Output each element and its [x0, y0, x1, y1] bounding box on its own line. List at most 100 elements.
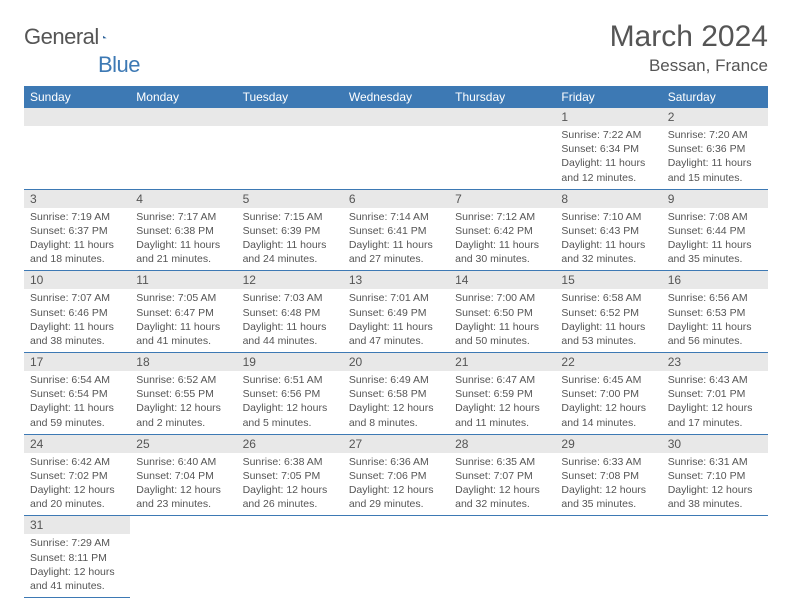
- day-number: 23: [662, 353, 768, 371]
- day-number: 24: [24, 435, 130, 453]
- day-details: Sunrise: 6:51 AMSunset: 6:56 PMDaylight:…: [237, 371, 343, 434]
- day-details: Sunrise: 7:29 AMSunset: 8:11 PMDaylight:…: [24, 534, 130, 597]
- day-number: 4: [130, 190, 236, 208]
- day-number: 22: [555, 353, 661, 371]
- calendar-cell: 5Sunrise: 7:15 AMSunset: 6:39 PMDaylight…: [237, 189, 343, 271]
- weekday-header: Wednesday: [343, 86, 449, 108]
- weekday-header-row: Sunday Monday Tuesday Wednesday Thursday…: [24, 86, 768, 108]
- day-details: Sunrise: 6:33 AMSunset: 7:08 PMDaylight:…: [555, 453, 661, 516]
- calendar-cell: 21Sunrise: 6:47 AMSunset: 6:59 PMDayligh…: [449, 353, 555, 435]
- day-details: Sunrise: 6:31 AMSunset: 7:10 PMDaylight:…: [662, 453, 768, 516]
- calendar-cell: 9Sunrise: 7:08 AMSunset: 6:44 PMDaylight…: [662, 189, 768, 271]
- weekday-header: Thursday: [449, 86, 555, 108]
- day-details: Sunrise: 7:14 AMSunset: 6:41 PMDaylight:…: [343, 208, 449, 271]
- day-details: Sunrise: 6:49 AMSunset: 6:58 PMDaylight:…: [343, 371, 449, 434]
- day-number: 27: [343, 435, 449, 453]
- calendar-cell: 16Sunrise: 6:56 AMSunset: 6:53 PMDayligh…: [662, 271, 768, 353]
- day-number: 1: [555, 108, 661, 126]
- day-details: Sunrise: 7:19 AMSunset: 6:37 PMDaylight:…: [24, 208, 130, 271]
- day-number: 19: [237, 353, 343, 371]
- calendar-cell: 25Sunrise: 6:40 AMSunset: 7:04 PMDayligh…: [130, 434, 236, 516]
- calendar-cell: 13Sunrise: 7:01 AMSunset: 6:49 PMDayligh…: [343, 271, 449, 353]
- flag-icon: [103, 29, 107, 45]
- day-number: 31: [24, 516, 130, 534]
- calendar-row: 3Sunrise: 7:19 AMSunset: 6:37 PMDaylight…: [24, 189, 768, 271]
- calendar-cell: 27Sunrise: 6:36 AMSunset: 7:06 PMDayligh…: [343, 434, 449, 516]
- day-number: 17: [24, 353, 130, 371]
- day-number: 30: [662, 435, 768, 453]
- calendar-cell: 12Sunrise: 7:03 AMSunset: 6:48 PMDayligh…: [237, 271, 343, 353]
- day-details: Sunrise: 6:40 AMSunset: 7:04 PMDaylight:…: [130, 453, 236, 516]
- calendar-row: 31Sunrise: 7:29 AMSunset: 8:11 PMDayligh…: [24, 516, 768, 598]
- calendar-cell: [343, 516, 449, 598]
- day-details: Sunrise: 6:35 AMSunset: 7:07 PMDaylight:…: [449, 453, 555, 516]
- day-number: 28: [449, 435, 555, 453]
- calendar-cell: 14Sunrise: 7:00 AMSunset: 6:50 PMDayligh…: [449, 271, 555, 353]
- day-number: 5: [237, 190, 343, 208]
- day-details: Sunrise: 6:45 AMSunset: 7:00 PMDaylight:…: [555, 371, 661, 434]
- day-number: 20: [343, 353, 449, 371]
- month-title: March 2024: [610, 20, 768, 54]
- day-number: 2: [662, 108, 768, 126]
- calendar-table: Sunday Monday Tuesday Wednesday Thursday…: [24, 86, 768, 598]
- calendar-cell: 30Sunrise: 6:31 AMSunset: 7:10 PMDayligh…: [662, 434, 768, 516]
- calendar-cell: 10Sunrise: 7:07 AMSunset: 6:46 PMDayligh…: [24, 271, 130, 353]
- day-details: Sunrise: 6:58 AMSunset: 6:52 PMDaylight:…: [555, 289, 661, 352]
- day-details: Sunrise: 6:54 AMSunset: 6:54 PMDaylight:…: [24, 371, 130, 434]
- day-details: Sunrise: 6:47 AMSunset: 6:59 PMDaylight:…: [449, 371, 555, 434]
- calendar-cell: 26Sunrise: 6:38 AMSunset: 7:05 PMDayligh…: [237, 434, 343, 516]
- calendar-row: 24Sunrise: 6:42 AMSunset: 7:02 PMDayligh…: [24, 434, 768, 516]
- day-number: 7: [449, 190, 555, 208]
- day-details: Sunrise: 6:36 AMSunset: 7:06 PMDaylight:…: [343, 453, 449, 516]
- day-number: 11: [130, 271, 236, 289]
- day-number: 3: [24, 190, 130, 208]
- calendar-cell: 24Sunrise: 6:42 AMSunset: 7:02 PMDayligh…: [24, 434, 130, 516]
- day-details: Sunrise: 7:08 AMSunset: 6:44 PMDaylight:…: [662, 208, 768, 271]
- calendar-cell: 17Sunrise: 6:54 AMSunset: 6:54 PMDayligh…: [24, 353, 130, 435]
- calendar-cell: [343, 108, 449, 189]
- day-number: 25: [130, 435, 236, 453]
- day-number: 21: [449, 353, 555, 371]
- calendar-cell: 11Sunrise: 7:05 AMSunset: 6:47 PMDayligh…: [130, 271, 236, 353]
- calendar-cell: 28Sunrise: 6:35 AMSunset: 7:07 PMDayligh…: [449, 434, 555, 516]
- day-details: Sunrise: 7:01 AMSunset: 6:49 PMDaylight:…: [343, 289, 449, 352]
- calendar-row: 17Sunrise: 6:54 AMSunset: 6:54 PMDayligh…: [24, 353, 768, 435]
- calendar-cell: 1Sunrise: 7:22 AMSunset: 6:34 PMDaylight…: [555, 108, 661, 189]
- calendar-cell: 6Sunrise: 7:14 AMSunset: 6:41 PMDaylight…: [343, 189, 449, 271]
- day-details: Sunrise: 7:15 AMSunset: 6:39 PMDaylight:…: [237, 208, 343, 271]
- calendar-cell: 19Sunrise: 6:51 AMSunset: 6:56 PMDayligh…: [237, 353, 343, 435]
- logo: General: [24, 24, 127, 50]
- calendar-cell: 15Sunrise: 6:58 AMSunset: 6:52 PMDayligh…: [555, 271, 661, 353]
- weekday-header: Tuesday: [237, 86, 343, 108]
- day-number: 18: [130, 353, 236, 371]
- day-number: 14: [449, 271, 555, 289]
- day-number: 13: [343, 271, 449, 289]
- calendar-row: 10Sunrise: 7:07 AMSunset: 6:46 PMDayligh…: [24, 271, 768, 353]
- day-number: 16: [662, 271, 768, 289]
- day-number: 12: [237, 271, 343, 289]
- calendar-cell: [449, 516, 555, 598]
- calendar-cell: 29Sunrise: 6:33 AMSunset: 7:08 PMDayligh…: [555, 434, 661, 516]
- day-number: 26: [237, 435, 343, 453]
- calendar-cell: 22Sunrise: 6:45 AMSunset: 7:00 PMDayligh…: [555, 353, 661, 435]
- logo-text-general: General: [24, 24, 99, 50]
- calendar-row: 1Sunrise: 7:22 AMSunset: 6:34 PMDaylight…: [24, 108, 768, 189]
- weekday-header: Monday: [130, 86, 236, 108]
- day-number: 6: [343, 190, 449, 208]
- day-number: 29: [555, 435, 661, 453]
- weekday-header: Saturday: [662, 86, 768, 108]
- calendar-cell: [130, 516, 236, 598]
- calendar-cell: 23Sunrise: 6:43 AMSunset: 7:01 PMDayligh…: [662, 353, 768, 435]
- day-details: Sunrise: 6:43 AMSunset: 7:01 PMDaylight:…: [662, 371, 768, 434]
- calendar-cell: 18Sunrise: 6:52 AMSunset: 6:55 PMDayligh…: [130, 353, 236, 435]
- calendar-cell: 3Sunrise: 7:19 AMSunset: 6:37 PMDaylight…: [24, 189, 130, 271]
- calendar-cell: 2Sunrise: 7:20 AMSunset: 6:36 PMDaylight…: [662, 108, 768, 189]
- day-details: Sunrise: 7:12 AMSunset: 6:42 PMDaylight:…: [449, 208, 555, 271]
- calendar-cell: 8Sunrise: 7:10 AMSunset: 6:43 PMDaylight…: [555, 189, 661, 271]
- weekday-header: Friday: [555, 86, 661, 108]
- calendar-cell: 7Sunrise: 7:12 AMSunset: 6:42 PMDaylight…: [449, 189, 555, 271]
- day-number: 8: [555, 190, 661, 208]
- calendar-cell: 20Sunrise: 6:49 AMSunset: 6:58 PMDayligh…: [343, 353, 449, 435]
- calendar-cell: [130, 108, 236, 189]
- calendar-cell: [24, 108, 130, 189]
